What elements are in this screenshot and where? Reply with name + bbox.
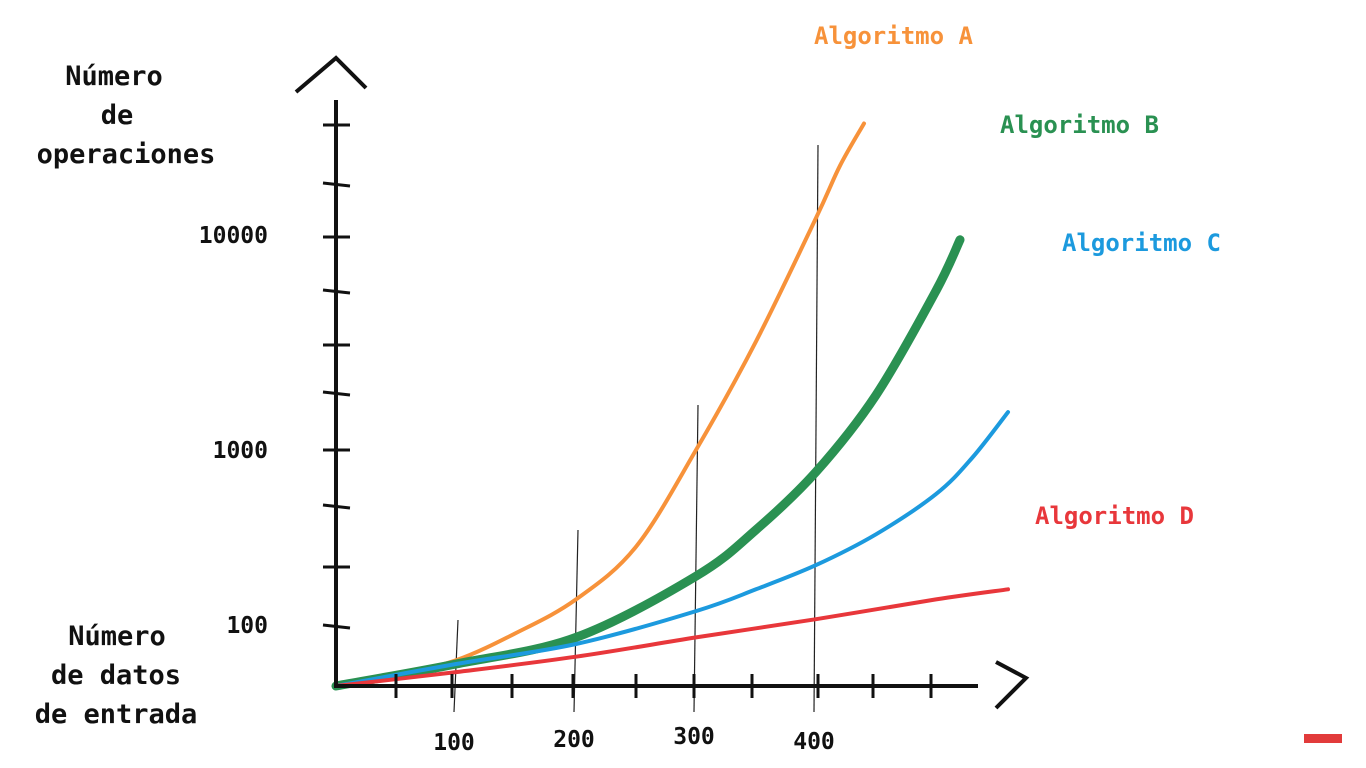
y-minor-ticks [322,123,351,630]
guide-line-300 [693,404,699,713]
series-line-4 [334,587,1010,688]
axes [294,55,1030,710]
series-layer [331,121,1010,691]
guide-line-200 [573,529,579,713]
series-line-3 [334,410,1010,688]
x-tick-label-300: 300 [673,724,715,750]
series-label-4: Algoritmo D [1035,502,1194,530]
x-minor-ticks [394,674,933,698]
labels: Algoritmo A Algoritmo B Algoritmo C Algorit… [35,22,1221,756]
y-axis-title-line-2: de [101,100,134,131]
x-tick-label-200: 200 [553,727,595,753]
x-axis-arrowhead [994,660,1030,710]
series-label-2: Algoritmo B [1000,111,1159,139]
x-axis-title-line-1: Número [68,621,166,652]
x-axis-title-line-3: de entrada [35,699,198,730]
series-label-1: Algoritmo A [814,22,973,50]
y-tick-mark [322,288,351,295]
series-line-2 [331,235,965,691]
y-tick-mark [322,181,351,188]
y-axis-title-line-1: Número [65,61,163,92]
y-tick-mark [322,623,351,630]
y-tick-mark [322,390,351,397]
y-tick-label-100: 100 [226,613,268,639]
y-tick-label-1000: 1000 [213,438,268,464]
x-axis-title-line-2: de datos [51,660,181,691]
y-tick-mark [322,503,351,510]
subscribe-badge[interactable] [1304,734,1342,743]
y-axis-title-line-3: operaciones [37,139,216,170]
y-tick-label-10000: 10000 [199,223,268,249]
guide-line-400 [813,144,819,713]
y-axis-arrowhead [294,55,368,94]
series-label-3: Algoritmo C [1062,229,1221,257]
series-line-1 [334,121,866,688]
x-tick-label-100: 100 [433,730,475,756]
x-tick-label-400: 400 [793,729,835,755]
